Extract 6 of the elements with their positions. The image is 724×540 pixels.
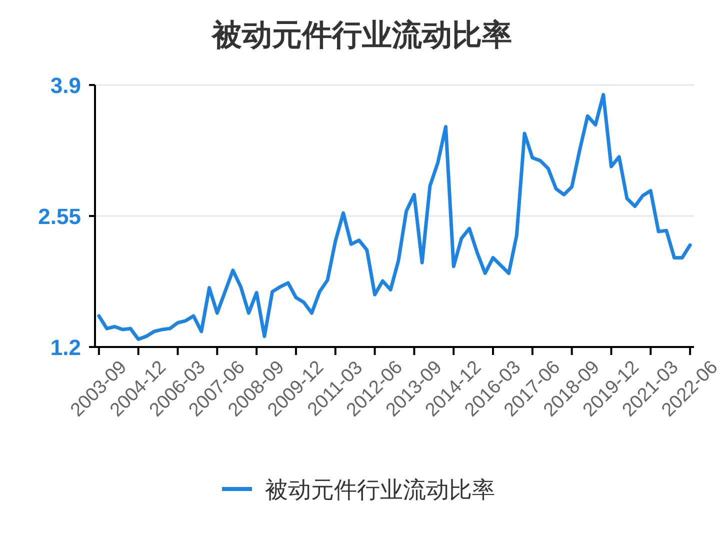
chart-title: 被动元件行业流动比率 xyxy=(210,18,512,52)
line-series xyxy=(97,92,692,341)
y-tick-label: 3.9 xyxy=(50,72,81,98)
y-tick-label: 1.2 xyxy=(50,334,81,360)
y-tick-label: 2.55 xyxy=(38,204,81,229)
legend-label: 被动元件行业流动比率 xyxy=(265,476,495,502)
